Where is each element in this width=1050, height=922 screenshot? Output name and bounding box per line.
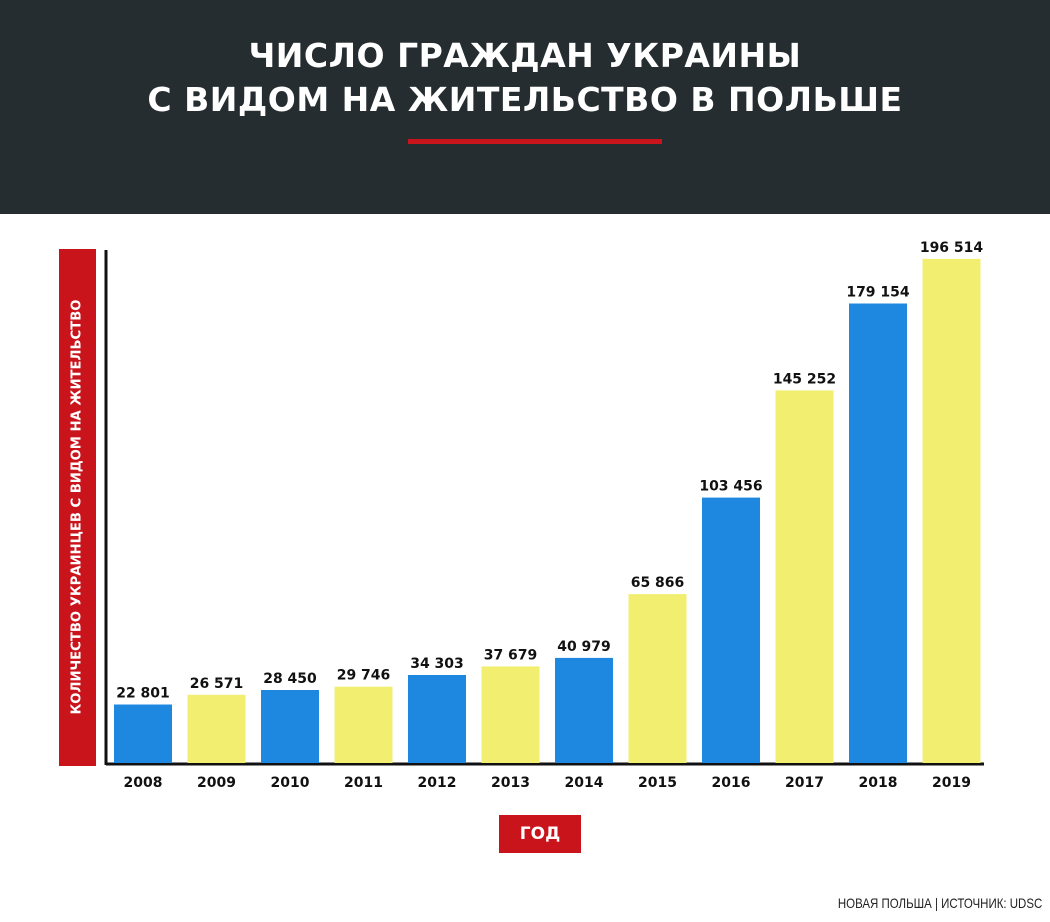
source-credit: НОВАЯ ПОЛЬША | ИСТОЧНИК: UDSC [837,895,1042,911]
data-label-2010: 28 450 [263,671,317,687]
bar-2008 [114,704,172,763]
title-line-1: ЧИСЛО ГРАЖДАН УКРАИНЫ [248,36,802,75]
bar-2013 [481,666,540,763]
bar-2017 [775,390,834,763]
title-underline [408,139,662,144]
bar-2018 [849,303,907,763]
title-line-2: С ВИДОМ НА ЖИТЕЛЬСТВО В ПОЛЬШЕ [147,80,903,119]
y-axis-label-box [59,249,96,766]
bar-2009 [187,694,246,763]
data-label-2009: 26 571 [190,676,244,692]
data-label-2019: 196 514 [920,240,984,256]
x-tick-label-2014: 2014 [565,775,604,791]
x-tick-label-2015: 2015 [638,775,677,791]
bar-2019 [922,258,981,763]
header-banner: ЧИСЛО ГРАЖДАН УКРАИНЫ С ВИДОМ НА ЖИТЕЛЬС… [0,0,1050,214]
bar-2015 [628,594,687,763]
bar-2011 [334,686,393,763]
x-tick-label-2012: 2012 [418,775,457,791]
x-tick-label-2008: 2008 [124,775,163,791]
bar-2014 [555,657,613,763]
x-tick-label-2019: 2019 [932,775,971,791]
x-tick-label-2013: 2013 [491,775,530,791]
bar-2016 [702,497,760,763]
x-tick-label-2017: 2017 [785,775,824,791]
data-label-2008: 22 801 [116,686,170,702]
page-title: ЧИСЛО ГРАЖДАН УКРАИНЫ С ВИДОМ НА ЖИТЕЛЬС… [0,34,1050,122]
data-label-2012: 34 303 [410,656,464,672]
x-tick-label-2011: 2011 [344,775,383,791]
x-axis-label: ГОД [499,815,581,853]
data-label-2014: 40 979 [557,639,611,655]
bar-2010 [261,690,319,763]
x-tick-label-2010: 2010 [271,775,310,791]
bar-2012 [408,675,466,763]
data-label-2015: 65 866 [631,575,685,591]
data-label-2018: 179 154 [846,285,910,301]
data-label-2016: 103 456 [699,479,762,495]
x-tick-label-2016: 2016 [712,775,751,791]
x-tick-label-2009: 2009 [197,775,236,791]
x-tick-label-2018: 2018 [859,775,898,791]
data-label-2013: 37 679 [484,647,538,663]
data-label-2017: 145 252 [773,371,836,387]
data-label-2011: 29 746 [337,668,391,684]
